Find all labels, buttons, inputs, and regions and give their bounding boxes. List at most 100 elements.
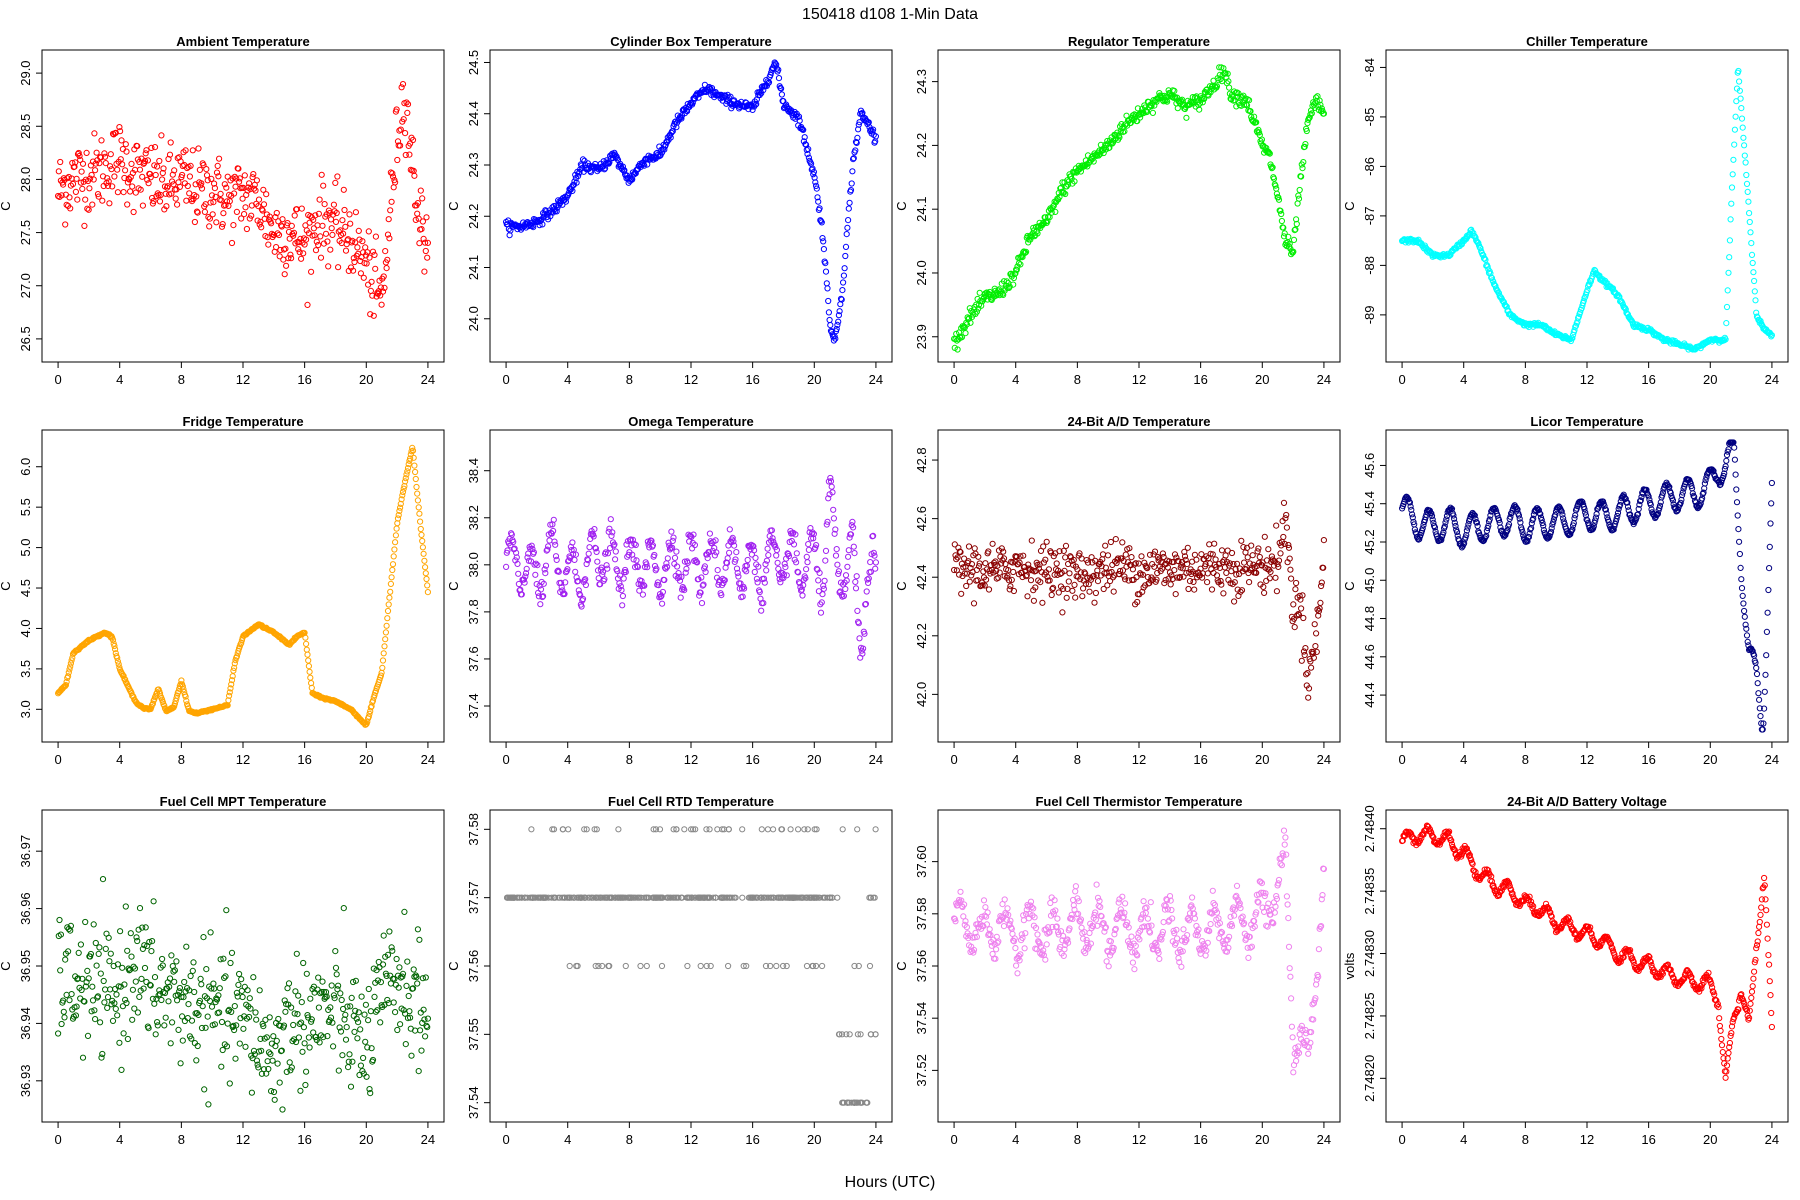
data-point [1121, 128, 1128, 135]
data-point [106, 200, 113, 207]
data-point [670, 534, 677, 541]
data-point [404, 109, 411, 117]
y-tick-label: 4.0 [18, 619, 33, 637]
data-point [1248, 542, 1255, 549]
y-tick-label: 36.94 [18, 1007, 33, 1040]
data-point [1766, 565, 1773, 572]
data-point [1738, 105, 1745, 112]
data-point [1580, 297, 1587, 304]
data-point [833, 546, 840, 553]
data-point [1313, 630, 1320, 637]
data-point [849, 168, 856, 175]
data-point [400, 116, 407, 123]
data-point [67, 205, 74, 212]
data-point [1138, 553, 1145, 560]
series-points [55, 81, 431, 319]
data-point [305, 657, 312, 664]
data-point [315, 241, 322, 249]
data-point [585, 550, 592, 557]
data-point [137, 186, 144, 193]
data-point [394, 1026, 401, 1034]
data-point [315, 210, 322, 217]
data-point [1270, 175, 1278, 182]
data-point [201, 1086, 208, 1093]
data-point [1116, 134, 1123, 141]
data-point [398, 84, 405, 91]
data-point [250, 974, 257, 981]
data-point [306, 219, 313, 226]
data-point [116, 1039, 123, 1046]
data-point [295, 239, 302, 246]
data-point [1298, 657, 1305, 664]
data-point [304, 651, 311, 658]
data-point [242, 204, 249, 211]
data-point [1738, 115, 1746, 122]
data-point [778, 85, 785, 92]
data-point [1657, 499, 1664, 506]
data-point [322, 230, 330, 237]
data-point [1740, 134, 1747, 141]
panel-4: Fridge TemperatureC048121620243.03.54.04… [0, 414, 445, 767]
data-point [227, 959, 234, 967]
y-tick-label: 38.4 [466, 458, 481, 483]
x-tick-label: 20 [807, 1132, 821, 1147]
data-point [1300, 159, 1307, 166]
data-point [216, 155, 223, 162]
data-point [573, 179, 580, 186]
data-point [366, 254, 373, 261]
data-point [1581, 294, 1588, 301]
data-point [291, 212, 298, 219]
data-point [1174, 105, 1181, 112]
data-point [84, 1032, 92, 1040]
data-point [101, 150, 108, 157]
data-point [1043, 538, 1050, 545]
data-point [183, 943, 190, 950]
data-point [97, 1019, 104, 1026]
data-point [123, 148, 130, 155]
data-point [359, 238, 366, 245]
data-point [349, 1058, 356, 1065]
y-axis-label: C [1342, 581, 1357, 590]
data-point [99, 1050, 106, 1058]
y-tick-label: 5.0 [18, 539, 33, 557]
data-point [1190, 578, 1197, 586]
data-point [111, 173, 118, 180]
data-point [1743, 632, 1751, 639]
data-point [85, 206, 92, 213]
data-point [1733, 499, 1741, 506]
data-point [265, 241, 272, 248]
data-point [158, 996, 165, 1004]
data-point [815, 198, 822, 205]
data-point [1278, 217, 1286, 225]
data-point [569, 187, 576, 194]
data-point [1295, 192, 1302, 199]
data-point [175, 1026, 182, 1034]
data-point [181, 978, 188, 986]
data-point [423, 214, 430, 221]
data-point [863, 588, 870, 595]
data-point [805, 541, 812, 548]
data-point [815, 577, 822, 584]
data-point [342, 1036, 350, 1043]
data-point [1755, 690, 1762, 697]
data-point [393, 955, 400, 963]
data-point [973, 308, 981, 315]
data-point [314, 222, 321, 229]
data-point [1086, 588, 1093, 595]
data-point [189, 147, 196, 154]
data-point [1059, 179, 1066, 186]
data-point [845, 205, 852, 212]
data-point [127, 188, 134, 195]
data-point [112, 1005, 119, 1013]
data-point [424, 589, 431, 596]
data-point [272, 214, 279, 221]
data-point [286, 1059, 293, 1066]
data-point [399, 81, 407, 88]
x-tick-label: 20 [1703, 752, 1717, 767]
data-point [385, 601, 392, 608]
data-point [152, 1031, 159, 1038]
data-point [334, 173, 341, 180]
plot-frame [937, 49, 1341, 363]
data-point [795, 113, 803, 120]
